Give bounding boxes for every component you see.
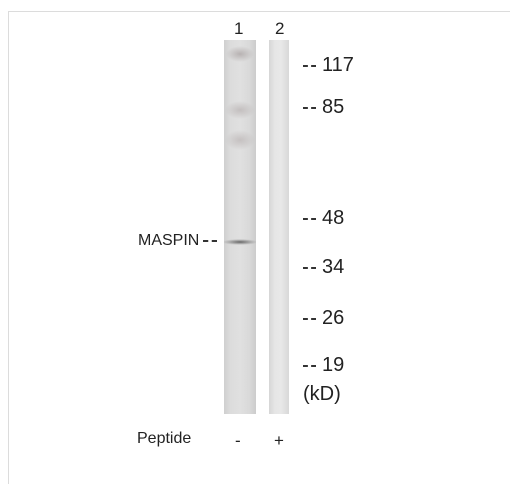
- marker-tick: [303, 107, 316, 109]
- marker-117: 117: [303, 55, 354, 75]
- marker-48: 48: [303, 208, 344, 228]
- molecular-weight-unit: (kD): [303, 384, 341, 404]
- peptide-label: Peptide: [137, 431, 191, 447]
- marker-label: 19: [322, 354, 344, 376]
- protein-pointer-dash: [203, 240, 217, 242]
- marker-label: 48: [322, 207, 344, 229]
- protein-band-label: MASPIN: [138, 233, 217, 249]
- protein-name: MASPIN: [138, 232, 199, 249]
- marker-tick: [303, 218, 316, 220]
- protein-band-lane-1: [224, 238, 256, 246]
- marker-34: 34: [303, 257, 344, 277]
- blot-lane-2: [269, 40, 289, 414]
- marker-tick: [303, 365, 316, 367]
- lane-1-number: 1: [234, 20, 243, 37]
- marker-label: 117: [322, 54, 354, 76]
- peptide-sign-lane-1: -: [235, 432, 241, 449]
- marker-tick: [303, 267, 316, 269]
- blot-lane-1: [224, 40, 256, 414]
- lane-2-number: 2: [275, 20, 284, 37]
- marker-85: 85: [303, 97, 344, 117]
- marker-19: 19: [303, 355, 344, 375]
- peptide-sign-lane-2: +: [274, 432, 284, 449]
- marker-label: 85: [322, 96, 344, 118]
- marker-26: 26: [303, 308, 344, 328]
- marker-label: 26: [322, 307, 344, 329]
- frame-top-border: [8, 11, 510, 12]
- marker-tick: [303, 318, 316, 320]
- marker-tick: [303, 65, 316, 67]
- marker-label: 34: [322, 256, 344, 278]
- frame-left-border: [8, 11, 9, 484]
